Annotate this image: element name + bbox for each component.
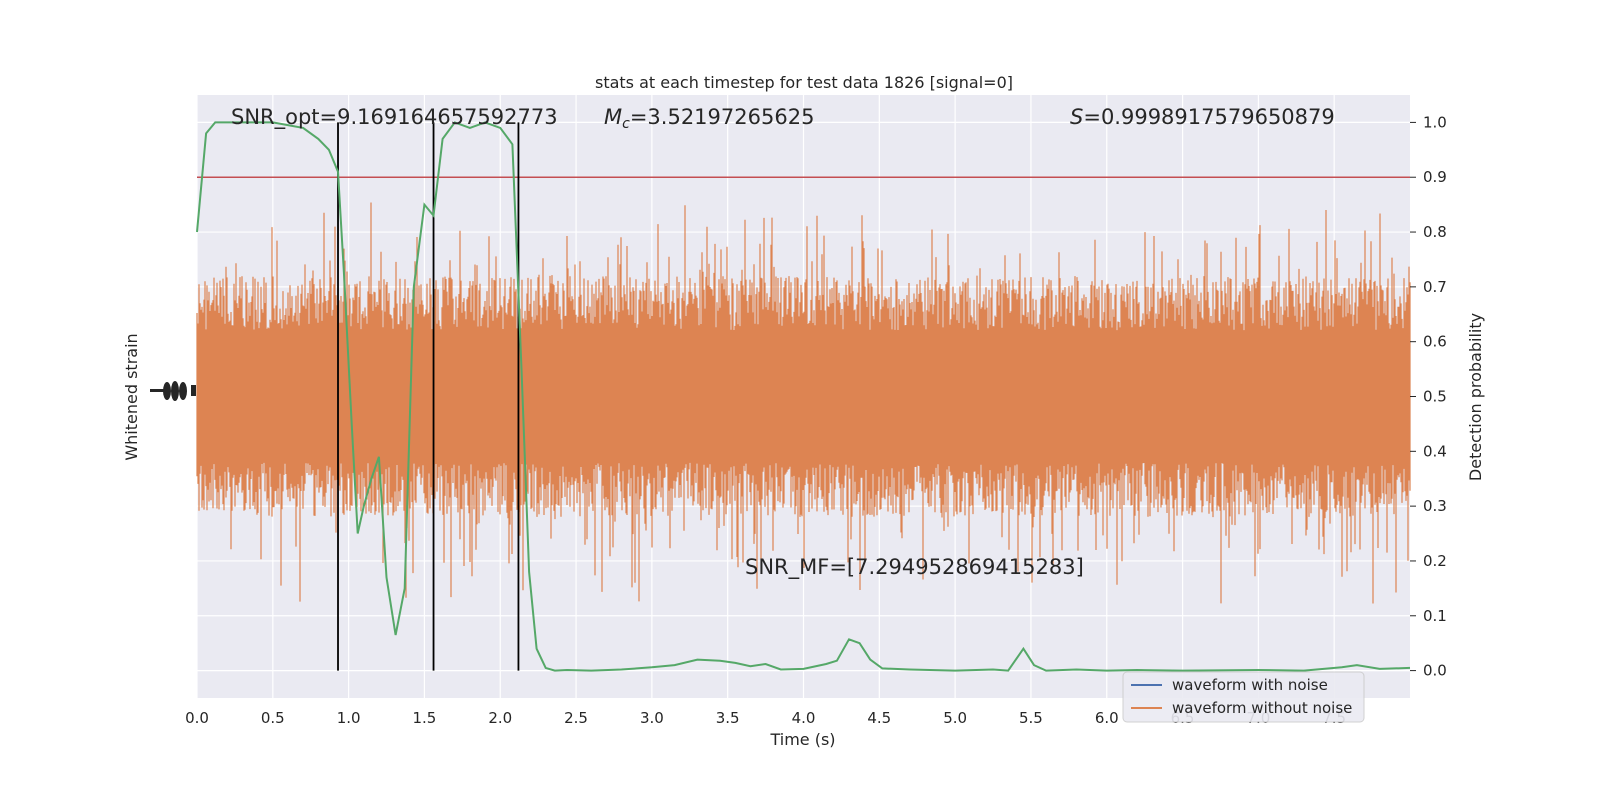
y-tick-label: 0.6 [1423, 333, 1447, 351]
y-axis-left-label: Whitened strain [122, 333, 141, 460]
y-tick-label: 0.8 [1423, 223, 1447, 241]
x-tick-label: 3.0 [640, 709, 664, 727]
y-tick-label: 0.4 [1423, 442, 1447, 460]
x-tick-label: 5.0 [943, 709, 967, 727]
snr-mf-annotation: SNR_MF=[7.294952869415283] [745, 555, 1084, 580]
statistic-annotation: S=0.9998917579650879 [1070, 105, 1335, 129]
y-tick-label: 0.9 [1423, 168, 1447, 186]
y-tick-label: 0.7 [1423, 278, 1447, 296]
legend-label-without-noise: waveform without noise [1172, 699, 1352, 717]
y-tick-label: 0.0 [1423, 662, 1447, 680]
y-axis-right-ticks: 0.0 0.1 0.2 0.3 0.4 0.5 0.6 0.7 0.8 0.9 1.0 [1410, 113, 1447, 680]
y-tick-label: 0.5 [1423, 388, 1447, 406]
x-tick-label: 2.0 [488, 709, 512, 727]
legend: waveform with noise waveform without noi… [1122, 671, 1365, 723]
x-tick-label: 1.0 [337, 709, 361, 727]
y-tick-label: 0.3 [1423, 497, 1447, 515]
chirp-mass-annotation: Mc=3.52197265625 [604, 105, 814, 132]
x-tick-label: 3.5 [716, 709, 740, 727]
x-tick-label: 6.0 [1095, 709, 1119, 727]
x-tick-label: 0.5 [261, 709, 285, 727]
x-tick-label: 2.5 [564, 709, 588, 727]
waveform-without-noise-series [196, 202, 1411, 604]
y-tick-label: 1.0 [1423, 113, 1447, 131]
legend-label-with-noise: waveform with noise [1172, 676, 1328, 694]
y-axis-right-label: Detection probability [1466, 313, 1485, 481]
legend-box [1122, 671, 1365, 723]
detection-probability-line [196, 121, 1411, 672]
x-tick-label: 5.5 [1019, 709, 1043, 727]
y-tick-label: 0.2 [1423, 552, 1447, 570]
x-tick-label: 4.0 [792, 709, 816, 727]
waveform-core [197, 336, 1410, 457]
x-tick-label: 0.0 [185, 709, 209, 727]
x-tick-label: 4.5 [867, 709, 891, 727]
y-tick-label: 0.1 [1423, 607, 1447, 625]
snr-opt-annotation: SNR_opt=9.169164657592773 [231, 105, 558, 130]
x-axis-label: Time (s) [769, 730, 835, 749]
x-tick-label: 1.5 [413, 709, 437, 727]
detection-probability-series [196, 121, 1411, 672]
left-axis-collapsed-ticks [150, 381, 196, 401]
chart-title: stats at each timestep for test data 182… [595, 73, 1013, 92]
